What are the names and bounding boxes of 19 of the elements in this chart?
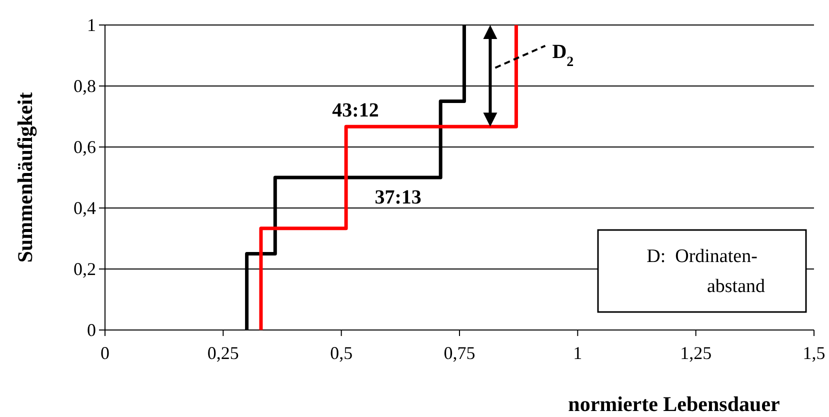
y-tick-label: 0,2 [74,258,96,279]
x-tick-label: 1,25 [680,342,712,363]
x-tick-label: 0,25 [207,342,239,363]
y-tick-label: 0,6 [74,136,96,157]
y-tick-label: 0,4 [74,198,96,218]
x-tick-label: 1,5 [802,342,826,363]
annotation: D: Ordinaten-abstand [646,246,766,297]
x-tick-label: 1 [573,342,582,363]
annotation: 37:13 [374,186,422,208]
y-tick-label: 0 [87,320,96,340]
y-tick-label: 0,8 [74,76,96,96]
y-tick-label: 1 [87,14,96,35]
x-tick-label: 0,5 [330,342,353,363]
x-tick-label: 0,75 [444,342,476,363]
x-tick-label: 0 [100,342,110,363]
annotation: D$_{2}$ [552,40,574,70]
annotation: 43:12 [332,100,379,122]
x-axis-title: normierte Lebensdauer [568,392,780,416]
y-axis-title: Summenhäufigkeit [13,92,37,263]
